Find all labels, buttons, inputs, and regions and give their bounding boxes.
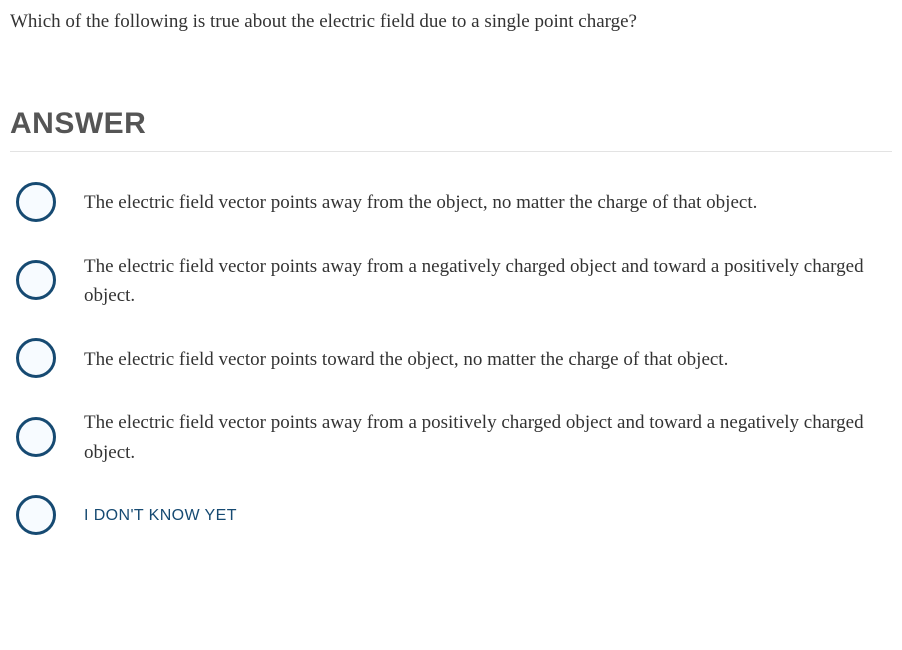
quiz-container: Which of the following is true about the… — [0, 0, 902, 565]
option-text: The electric field vector points away fr… — [84, 406, 892, 467]
option-text: The electric field vector points away fr… — [84, 186, 892, 217]
option-text: The electric field vector points toward … — [84, 343, 892, 374]
option-idk[interactable]: I DON'T KNOW YET — [16, 495, 892, 535]
radio-icon — [16, 260, 56, 300]
radio-icon — [16, 338, 56, 378]
option-4[interactable]: The electric field vector points away fr… — [16, 406, 892, 467]
options-list: The electric field vector points away fr… — [10, 182, 892, 536]
question-text: Which of the following is true about the… — [10, 8, 892, 37]
option-1[interactable]: The electric field vector points away fr… — [16, 182, 892, 222]
option-3[interactable]: The electric field vector points toward … — [16, 338, 892, 378]
option-2[interactable]: The electric field vector points away fr… — [16, 250, 892, 311]
option-text: The electric field vector points away fr… — [84, 250, 892, 311]
divider — [10, 151, 892, 152]
answer-heading: ANSWER — [10, 107, 892, 141]
radio-icon — [16, 495, 56, 535]
radio-icon — [16, 417, 56, 457]
option-text: I DON'T KNOW YET — [84, 502, 892, 529]
radio-icon — [16, 182, 56, 222]
